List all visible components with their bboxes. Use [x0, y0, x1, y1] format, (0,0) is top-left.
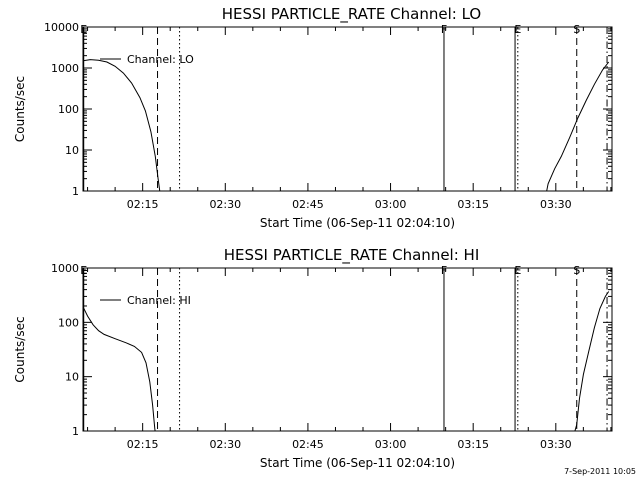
series-group	[83, 59, 610, 191]
x-tick-label: 03:30	[540, 438, 572, 451]
event-marker-label: F	[441, 264, 447, 277]
x-tick-label: 03:15	[457, 198, 489, 211]
y-tick-label: 1000	[51, 262, 79, 275]
x-tick-label: 02:15	[127, 438, 159, 451]
chart-panel-1: HESSI PARTICLE_RATE Channel: LO Counts/se…	[13, 5, 613, 230]
y-tick-label: 10	[65, 144, 79, 157]
x-tick-label: 02:45	[292, 438, 324, 451]
series-group	[83, 291, 610, 431]
legend-label: Channel: LO	[127, 53, 194, 66]
y-tick-label: 100	[58, 316, 79, 329]
y-tick-label: 100	[58, 103, 79, 116]
chart-panel-2: HESSI PARTICLE_RATE Channel: HI Counts/se…	[13, 246, 613, 470]
y-tick-label: 10000	[44, 21, 79, 34]
chart-title: HESSI PARTICLE_RATE Channel: HI	[224, 246, 480, 265]
x-tick-label: 02:30	[209, 198, 241, 211]
x-tick-label: 02:15	[127, 198, 159, 211]
plot-frame	[82, 26, 613, 192]
series-line	[83, 59, 161, 191]
x-tick-label: 02:45	[292, 198, 324, 211]
series-line	[83, 306, 156, 431]
y-axis-label: Counts/sec	[13, 316, 27, 382]
series-line	[574, 291, 610, 431]
plot-frame	[82, 267, 613, 432]
event-marker-label: S	[573, 23, 580, 36]
legend-label: Channel: HI	[127, 294, 191, 307]
event-marker-label: E	[80, 264, 87, 277]
x-tick-label: 03:15	[457, 438, 489, 451]
y-tick-label: 1	[72, 425, 79, 438]
x-tick-label: 03:30	[540, 198, 572, 211]
series-line	[546, 61, 610, 191]
x-axis-label: Start Time (06-Sep-11 02:04:10)	[260, 456, 455, 470]
x-tick-label: 03:00	[375, 438, 407, 451]
event-marker-label: E	[514, 264, 521, 277]
y-tick-label: 10	[65, 371, 79, 384]
x-tick-label: 02:30	[209, 438, 241, 451]
y-axis-label: Counts/sec	[13, 76, 27, 142]
event-marker-label: S	[573, 264, 580, 277]
x-axis-label: Start Time (06-Sep-11 02:04:10)	[260, 216, 455, 230]
x-tick-label: 03:00	[375, 198, 407, 211]
y-tick-label: 1	[72, 185, 79, 198]
event-marker-label: E	[514, 23, 521, 36]
chart-title: HESSI PARTICLE_RATE Channel: LO	[222, 5, 481, 24]
event-marker-label: F	[441, 23, 447, 36]
event-marker-label: E	[80, 23, 87, 36]
y-tick-label: 1000	[51, 62, 79, 75]
timestamp: 7-Sep-2011 10:05	[564, 467, 636, 476]
